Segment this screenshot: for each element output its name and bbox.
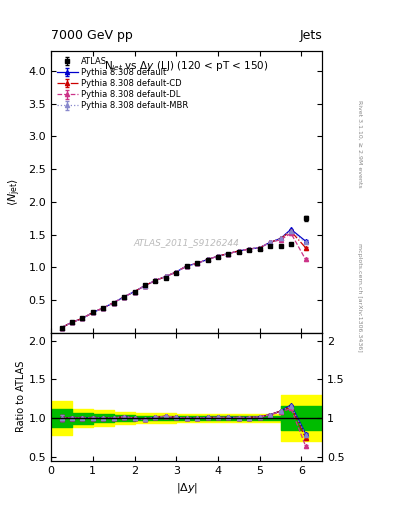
Text: Rivet 3.1.10, ≥ 2.9M events: Rivet 3.1.10, ≥ 2.9M events — [357, 99, 362, 187]
Y-axis label: Ratio to ATLAS: Ratio to ATLAS — [16, 361, 26, 433]
X-axis label: $|\Delta y|$: $|\Delta y|$ — [176, 481, 198, 495]
Legend: ATLAS, Pythia 8.308 default, Pythia 8.308 default-CD, Pythia 8.308 default-DL, P: ATLAS, Pythia 8.308 default, Pythia 8.30… — [55, 55, 190, 112]
Text: Jets: Jets — [299, 29, 322, 42]
Y-axis label: $\langle N_{\rm jet} \rangle$: $\langle N_{\rm jet} \rangle$ — [7, 178, 23, 206]
Text: 7000 GeV pp: 7000 GeV pp — [51, 29, 133, 42]
Text: ATLAS_2011_S9126244: ATLAS_2011_S9126244 — [134, 238, 240, 247]
Text: N$_{jet}$ vs $\Delta y$ (LJ) (120 < pT < 150): N$_{jet}$ vs $\Delta y$ (LJ) (120 < pT <… — [104, 60, 269, 74]
Text: mcplots.cern.ch [arXiv:1306.3436]: mcplots.cern.ch [arXiv:1306.3436] — [357, 243, 362, 351]
